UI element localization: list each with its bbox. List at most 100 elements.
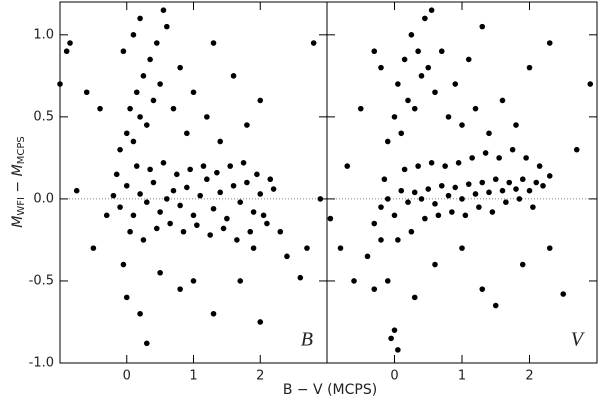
point (513, 122, 519, 128)
point (459, 245, 465, 251)
point (513, 186, 519, 192)
point (425, 186, 432, 192)
point (117, 204, 123, 210)
point (479, 286, 486, 292)
point (210, 310, 217, 317)
y-axis-label-subscript: MCPS (16, 136, 27, 164)
point (157, 81, 163, 87)
point (130, 212, 137, 219)
point (57, 81, 63, 87)
point (137, 114, 143, 120)
point (469, 155, 475, 161)
point (384, 278, 391, 284)
point (244, 122, 250, 128)
point (204, 176, 210, 183)
point (174, 171, 180, 178)
panel-frame (59, 1, 328, 364)
point (418, 196, 425, 202)
point (177, 64, 183, 71)
point (150, 97, 157, 104)
point (371, 48, 378, 55)
point (147, 56, 153, 63)
point (364, 253, 371, 260)
point (411, 105, 418, 112)
point (130, 138, 137, 145)
point (237, 199, 244, 205)
point (190, 89, 197, 96)
x-tick-label: 2 (525, 369, 533, 384)
point (113, 171, 120, 178)
y-axis-label: MWFI − MMCPS (10, 136, 27, 227)
point (371, 220, 378, 227)
point (147, 166, 153, 173)
point (257, 191, 264, 197)
point (150, 179, 157, 186)
point (411, 189, 418, 196)
point (164, 196, 170, 202)
point (526, 64, 533, 71)
point (67, 40, 73, 46)
point (157, 209, 163, 215)
point (351, 278, 357, 284)
point (496, 155, 502, 161)
point (452, 184, 459, 191)
point (120, 48, 127, 55)
point (408, 228, 415, 235)
point (344, 163, 351, 169)
point (143, 199, 150, 205)
y-tick-label: 1.0 (33, 27, 54, 42)
point (133, 89, 140, 96)
point (516, 196, 523, 202)
point (384, 138, 391, 145)
point (137, 15, 143, 22)
point (432, 89, 438, 96)
point (391, 212, 398, 219)
point (415, 48, 421, 55)
point (499, 187, 506, 194)
point (167, 220, 173, 227)
point (110, 192, 117, 199)
point (395, 81, 401, 87)
point (486, 189, 492, 196)
point (220, 225, 227, 232)
point (472, 191, 479, 197)
point (230, 73, 237, 79)
point (445, 114, 452, 120)
point (489, 209, 496, 215)
point (445, 192, 452, 199)
point (153, 40, 160, 46)
point (164, 23, 170, 30)
point (462, 212, 469, 219)
point (123, 182, 130, 189)
point (90, 245, 97, 251)
point (194, 222, 200, 228)
point (224, 215, 230, 222)
point (190, 212, 197, 219)
point (479, 23, 486, 30)
point (472, 105, 479, 112)
point (117, 146, 123, 153)
point (200, 163, 207, 169)
point (482, 150, 489, 156)
y-tick-label: -0.5 (29, 273, 54, 288)
point (408, 32, 415, 38)
point (140, 73, 147, 79)
point (133, 163, 140, 169)
point (438, 48, 445, 55)
point (560, 291, 567, 297)
point (217, 138, 223, 145)
point (428, 160, 435, 166)
point (157, 269, 163, 276)
point (405, 97, 411, 104)
point (207, 232, 213, 238)
point (143, 122, 150, 128)
y-axis-label-part: M (10, 216, 26, 228)
point (465, 181, 472, 187)
point (384, 196, 391, 202)
point (247, 228, 254, 235)
point (244, 179, 250, 186)
point (573, 146, 580, 153)
point (411, 294, 418, 301)
point (267, 176, 274, 183)
